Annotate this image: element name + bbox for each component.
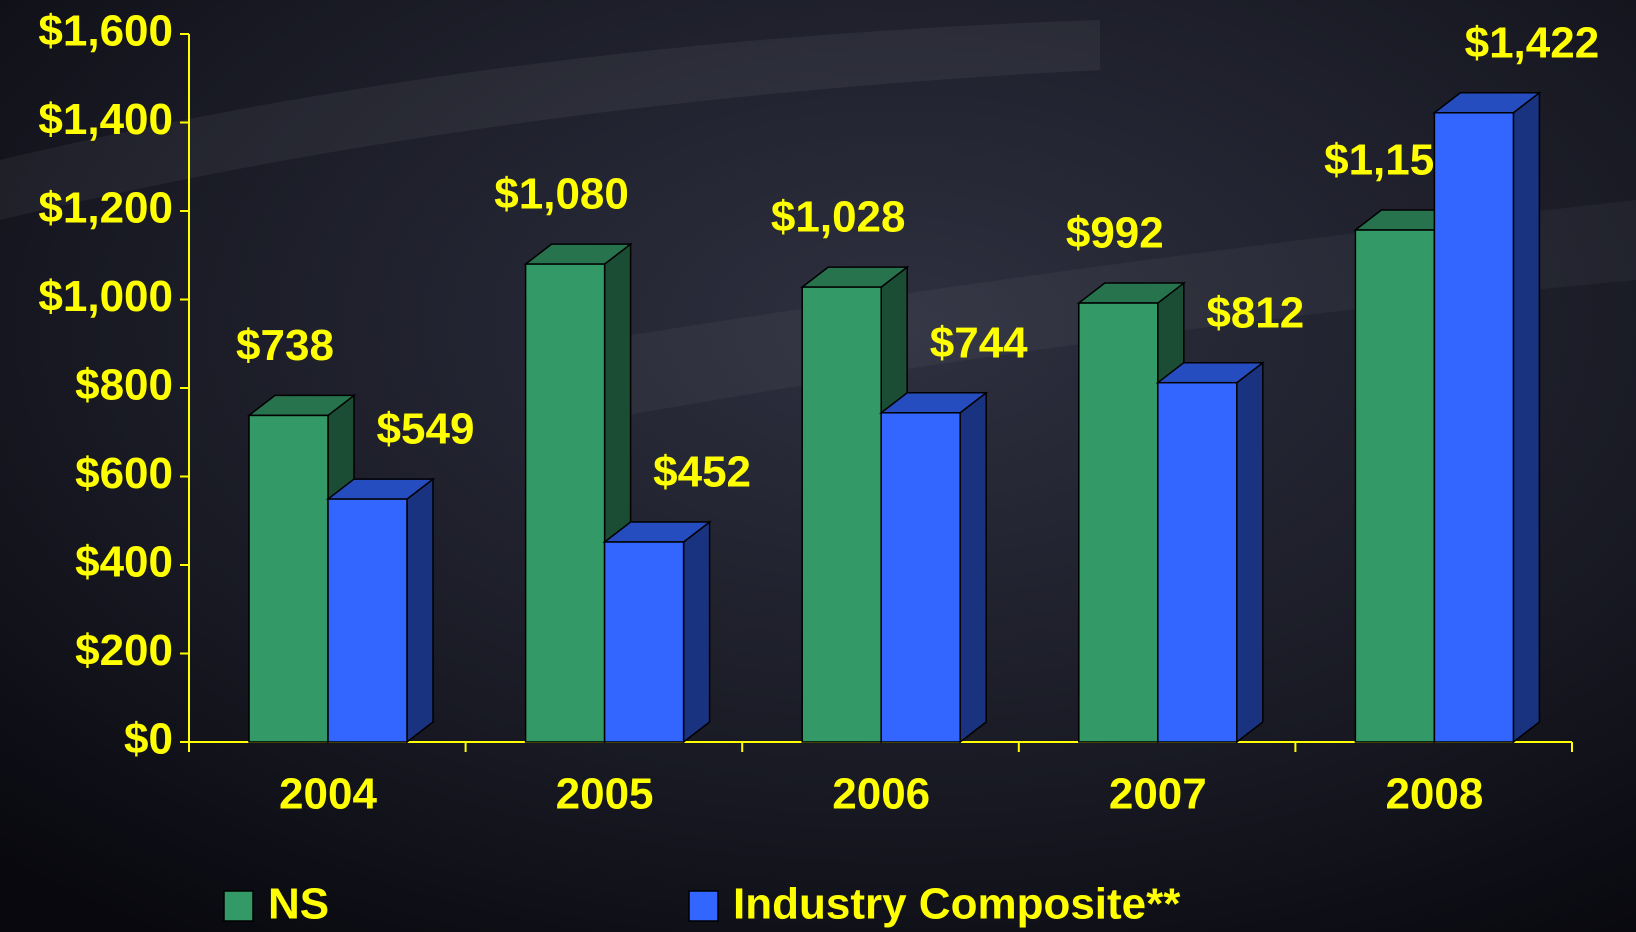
x-tick-label: 2005 bbox=[556, 770, 654, 819]
y-tick-label: $800 bbox=[75, 361, 173, 410]
bar bbox=[1157, 381, 1238, 743]
value-label: $812 bbox=[1206, 288, 1304, 337]
value-label: $738 bbox=[236, 321, 334, 370]
bar bbox=[603, 541, 685, 743]
x-tick-label: 2004 bbox=[279, 770, 377, 819]
bar bbox=[880, 412, 961, 743]
y-tick-label: $1,000 bbox=[38, 272, 173, 321]
y-tick-label: $1,200 bbox=[38, 184, 173, 233]
bar-side bbox=[682, 520, 711, 744]
legend-swatch bbox=[223, 890, 254, 922]
legend-swatch bbox=[688, 890, 719, 922]
bar-side bbox=[406, 477, 434, 744]
value-label: $1,422 bbox=[1465, 18, 1600, 67]
value-label: $1,028 bbox=[771, 193, 906, 242]
bar-side bbox=[1512, 91, 1541, 744]
value-label: $992 bbox=[1066, 209, 1164, 258]
x-tick-label: 2006 bbox=[832, 770, 930, 819]
y-tick-label: $0 bbox=[124, 715, 173, 764]
bar bbox=[1078, 302, 1159, 743]
bar bbox=[801, 286, 882, 743]
bar-side bbox=[1236, 361, 1264, 744]
value-label: $452 bbox=[653, 448, 751, 497]
background-streak bbox=[0, 20, 1100, 220]
value-label: $744 bbox=[930, 318, 1028, 367]
x-tick-label: 2007 bbox=[1109, 770, 1207, 819]
bar bbox=[327, 498, 408, 743]
y-tick-label: $600 bbox=[75, 449, 173, 498]
value-label: $1,080 bbox=[494, 170, 629, 219]
bar bbox=[1433, 112, 1515, 743]
y-tick-label: $200 bbox=[75, 626, 173, 675]
y-tick-label: $1,400 bbox=[38, 95, 173, 144]
bar-side bbox=[959, 391, 987, 744]
y-tick-label: $1,600 bbox=[38, 7, 173, 56]
bar bbox=[524, 263, 606, 743]
y-tick-label: $400 bbox=[75, 538, 173, 587]
legend-label: NS bbox=[268, 880, 329, 929]
bar bbox=[1354, 229, 1436, 743]
x-tick-label: 2008 bbox=[1385, 770, 1483, 819]
bar bbox=[248, 414, 329, 743]
value-label: $549 bbox=[377, 405, 475, 454]
legend-label: Industry Composite** bbox=[733, 880, 1181, 929]
